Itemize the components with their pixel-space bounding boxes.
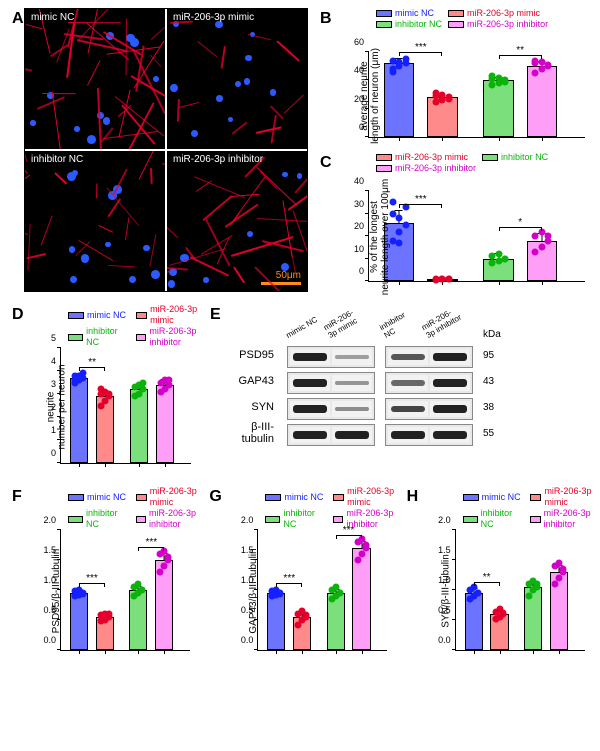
micrograph-mimic: miR-206-3p mimic xyxy=(167,9,307,149)
legend: mimic NCmiR-206-3p mimicinhibitor NCmiR-… xyxy=(265,486,394,530)
legend: mimic NCmiR-206-3p mimicinhibitor NCmiR-… xyxy=(68,486,197,530)
micro-title: miR-206-3p mimic xyxy=(173,12,254,23)
legend: mimic NCmiR-206-3p mimicinhibitor NCmiR-… xyxy=(376,8,548,30)
panel-a: A MAP2/DAPI MAP2/DAPI mimic NC miR-206-3… xyxy=(8,8,308,292)
micrograph-grid: mimic NC miR-206-3p mimic inhibitor NC m… xyxy=(24,8,308,292)
panel-c-chart: C 010203040****% of the longestneurite l… xyxy=(316,152,592,292)
panel-h-label: H xyxy=(407,488,419,506)
panel-c-label: C xyxy=(320,154,332,172)
panel-e: E PSD95GAP43SYNβ-III-tubulinmimic NCmiR-… xyxy=(206,304,592,474)
micrograph-inhibitor: miR-206-3p inhibitor 50μm xyxy=(167,151,307,291)
legend: miR-206-3p mimicinhibitor NCmiR-206-3p i… xyxy=(376,152,548,174)
micrograph-inhibitor-nc: inhibitor NC xyxy=(25,151,165,291)
legend: mimic NCmiR-206-3p mimicinhibitor NCmiR-… xyxy=(463,486,592,530)
panel-f-chart: F 0.00.51.01.52.0******PSD95/β-III-tubul… xyxy=(8,486,197,661)
panel-g-chart: G 0.00.51.01.52.0******GAP43/β-III-tubul… xyxy=(205,486,394,661)
panel-b-label: B xyxy=(320,10,332,28)
micro-title: inhibitor NC xyxy=(31,154,83,165)
panel-d-chart: D 012345**neuritenumber per neuronmimic … xyxy=(8,304,198,474)
panel-a-label: A xyxy=(12,10,24,28)
panel-h-chart: H 0.00.51.01.52.0**SYN/β-III-tubulinmimi… xyxy=(403,486,592,661)
legend: mimic NCmiR-206-3p mimicinhibitor NCmiR-… xyxy=(68,304,198,348)
panel-d-label: D xyxy=(12,306,24,324)
panel-g-label: G xyxy=(209,488,221,506)
micro-title: mimic NC xyxy=(31,12,74,23)
figure-root: A MAP2/DAPI MAP2/DAPI mimic NC miR-206-3… xyxy=(8,8,592,661)
panel-e-label: E xyxy=(210,306,221,324)
micro-title: miR-206-3p inhibitor xyxy=(173,154,263,165)
panel-f-label: F xyxy=(12,488,22,506)
micrograph-mimic-nc: mimic NC xyxy=(25,9,165,149)
panel-b-chart: B 0204060*****average neuritelength of n… xyxy=(316,8,592,148)
